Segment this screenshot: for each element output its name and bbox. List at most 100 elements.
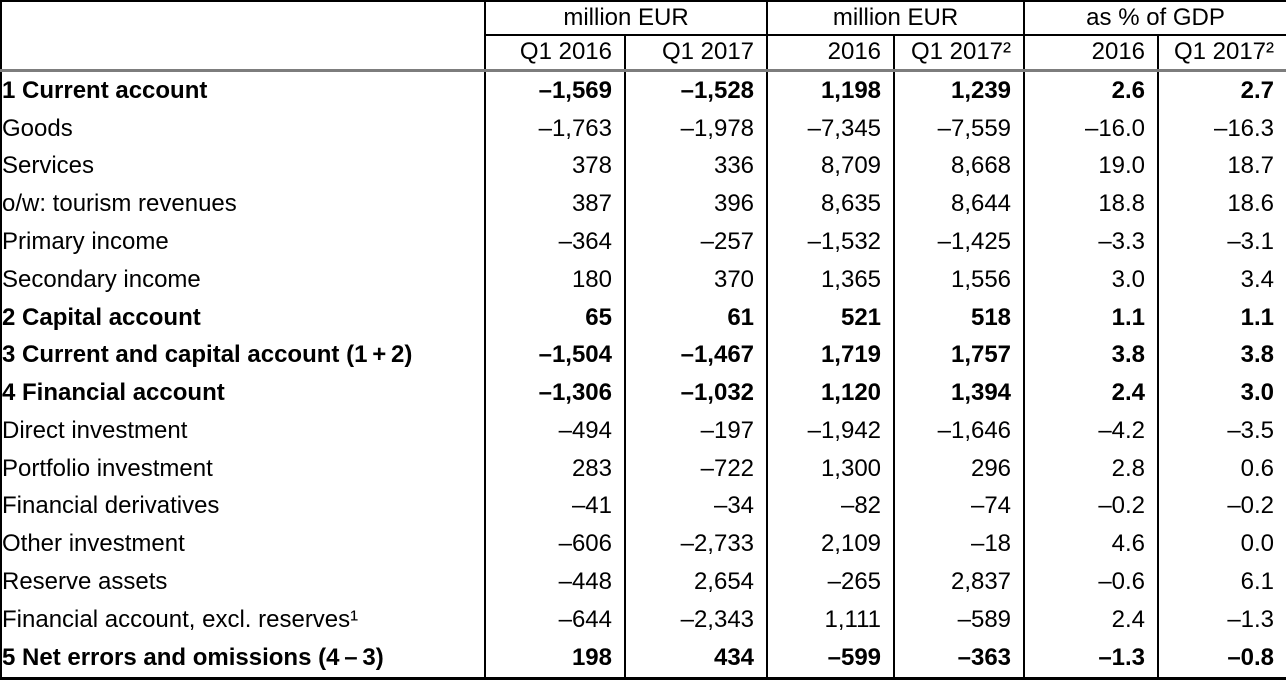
cell-value: 19.0: [1023, 147, 1159, 186]
table-row-direct-investment: Direct investment –494 –197 –1,942 –1,64…: [1, 411, 1286, 450]
table-row-primary-income: Primary income –364 –257 –1,532 –1,425 –…: [1, 223, 1286, 261]
cell-value: 8,635: [766, 185, 895, 224]
cell-value: 2,837: [893, 562, 1025, 601]
cell-value: 3.4: [1157, 260, 1286, 299]
cell-value: 2,654: [623, 562, 768, 601]
cell-value: –1,646: [893, 411, 1025, 450]
cell-value: –1.3: [1157, 600, 1286, 639]
cell-value: 6.1: [1157, 562, 1286, 601]
cell-value: 283: [484, 449, 625, 488]
row-label: Primary income: [2, 227, 169, 255]
cell-value: –197: [623, 411, 768, 450]
cell-value: 1,239: [893, 70, 1025, 110]
cell-value: 18.8: [1023, 185, 1159, 224]
col-header-q1-2017: Q1 2017: [623, 35, 768, 72]
table-row-services: Services 378 336 8,709 8,668 19.0 18.7: [1, 147, 1286, 186]
cell-value: –0.2: [1023, 487, 1159, 526]
table-row-other-investment: Other investment –606 –2,733 2,109 –18 4…: [1, 525, 1286, 563]
cell-value: –265: [766, 562, 895, 601]
cell-value: 1,111: [766, 600, 895, 639]
cell-value: –1,569: [484, 70, 625, 110]
cell-value: 521: [766, 298, 895, 337]
cell-value: 180: [484, 260, 625, 299]
column-header-row: Q1 2016 Q1 2017 2016 Q1 2017² 2016 Q1 20…: [1, 35, 1286, 72]
cell-value: –3.3: [1023, 223, 1159, 261]
cell-value: –1.3: [1023, 638, 1159, 679]
cell-value: –1,032: [623, 374, 768, 412]
table-row-reserve-assets: Reserve assets –448 2,654 –265 2,837 –0.…: [1, 562, 1286, 601]
row-label: Financial derivatives: [2, 492, 220, 520]
cell-value: 1.1: [1157, 298, 1286, 337]
row-label: Other investment: [2, 530, 185, 558]
table-row-goods: Goods –1,763 –1,978 –7,345 –7,559 –16.0 …: [1, 109, 1286, 148]
cell-value: –0.6: [1023, 562, 1159, 601]
col-group-million-eur-quarterly: million EUR: [483, 1, 768, 36]
cell-value: –589: [893, 600, 1025, 639]
row-label: Portfolio investment: [2, 454, 213, 482]
cell-value: 1,198: [766, 70, 895, 110]
cell-value: –448: [484, 562, 625, 601]
corner-cell: [1, 1, 485, 35]
cell-value: 1,719: [766, 336, 895, 375]
cell-value: –363: [893, 638, 1025, 679]
row-label: Reserve assets: [2, 567, 168, 595]
cell-value: 387: [484, 185, 625, 224]
cell-value: 61: [623, 298, 768, 337]
col-group-million-eur-annual: million EUR: [766, 1, 1025, 36]
cell-value: 2,109: [766, 525, 895, 563]
col-group-percent-gdp: as % of GDP: [1023, 1, 1286, 36]
cell-value: 4.6: [1023, 525, 1159, 563]
row-label: 2 Capital account: [2, 303, 201, 331]
cell-value: 0.0: [1157, 525, 1286, 563]
cell-value: –3.1: [1157, 223, 1286, 261]
table-row-tourism-revenues: o/w: tourism revenues 387 396 8,635 8,64…: [1, 185, 1286, 224]
cell-value: 0.6: [1157, 449, 1286, 488]
cell-value: 1,757: [893, 336, 1025, 375]
cell-value: 1,365: [766, 260, 895, 299]
cell-value: –1,425: [893, 223, 1025, 261]
cell-value: –41: [484, 487, 625, 526]
table-row-net-errors-omissions: 5 Net errors and omissions (4 – 3) 198 4…: [1, 638, 1286, 679]
cell-value: –0.2: [1157, 487, 1286, 526]
cell-value: –4.2: [1023, 411, 1159, 450]
cell-value: –2,733: [623, 525, 768, 563]
cell-value: 18.7: [1157, 147, 1286, 186]
cell-value: –7,345: [766, 109, 895, 148]
cell-value: 8,668: [893, 147, 1025, 186]
cell-value: –18: [893, 525, 1025, 563]
table-row-financial-derivatives: Financial derivatives –41 –34 –82 –74 –0…: [1, 487, 1286, 526]
table-row-portfolio-investment: Portfolio investment 283 –722 1,300 296 …: [1, 449, 1286, 488]
row-label: 4 Financial account: [2, 379, 225, 407]
cell-value: 3.8: [1157, 336, 1286, 375]
cell-value: –1,306: [484, 374, 625, 412]
column-group-header-row: million EUR million EUR as % of GDP: [1, 1, 1286, 36]
cell-value: –0.8: [1157, 638, 1286, 679]
cell-value: 1,394: [893, 374, 1025, 412]
row-label: Services: [2, 152, 95, 180]
cell-value: –606: [484, 525, 625, 563]
cell-value: 198: [484, 638, 625, 679]
cell-value: 2.7: [1157, 70, 1286, 110]
cell-value: 378: [484, 147, 625, 186]
row-label: Secondary income: [2, 265, 201, 293]
cell-value: 396: [623, 185, 768, 224]
row-label: 5 Net errors and omissions (4 – 3): [2, 643, 384, 671]
cell-value: 18.6: [1157, 185, 1286, 224]
col-header-q1-2017-pct: Q1 2017²: [1157, 35, 1286, 72]
cell-value: 434: [623, 638, 768, 679]
col-header-2016: 2016: [766, 35, 895, 72]
table-row-financial-account: 4 Financial account –1,306 –1,032 1,120 …: [1, 374, 1286, 412]
cell-value: 3.8: [1023, 336, 1159, 375]
cell-value: 8,644: [893, 185, 1025, 224]
table-row-financial-account-excl-reserves: Financial account, excl. reserves¹ –644 …: [1, 600, 1286, 639]
corner-cell: [1, 35, 485, 72]
cell-value: 2.4: [1023, 600, 1159, 639]
table-row-capital-account: 2 Capital account 65 61 521 518 1.1 1.1: [1, 298, 1286, 337]
row-label: 3 Current and capital account (1 + 2): [2, 341, 413, 369]
cell-value: –722: [623, 449, 768, 488]
cell-value: –2,343: [623, 600, 768, 639]
col-header-2016-pct: 2016: [1023, 35, 1159, 72]
cell-value: 1,120: [766, 374, 895, 412]
cell-value: 2.4: [1023, 374, 1159, 412]
